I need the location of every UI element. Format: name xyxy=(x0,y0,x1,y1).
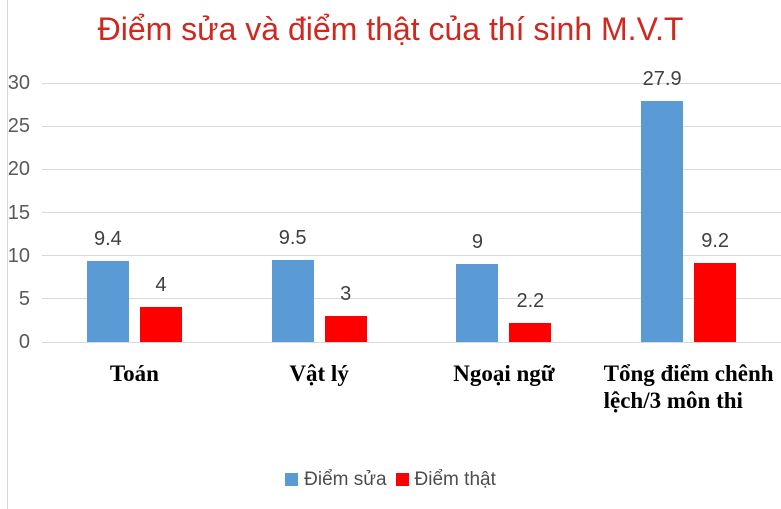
category-label: Ngoại ngữ xyxy=(412,360,597,387)
legend-swatch-icon xyxy=(395,473,409,486)
gridline xyxy=(42,212,781,213)
legend-item-diem-that: Điểm thật xyxy=(395,469,496,490)
legend-label: Điểm thật xyxy=(414,469,496,490)
gridline xyxy=(42,125,781,127)
legend-label: Điểm sửa xyxy=(304,469,387,490)
y-axis-tick-label: 0 xyxy=(18,331,30,353)
bar-group: 9 2.2 xyxy=(412,83,597,342)
bar-diem-sua: 9.5 xyxy=(271,228,314,342)
bar-diem-that: 9.2 xyxy=(694,231,737,342)
bar-diem-that: 3 xyxy=(324,284,367,342)
bar-diem-sua: 9.4 xyxy=(86,229,129,342)
legend-item-diem-sua: Điểm sửa xyxy=(285,469,387,490)
bar-diem-sua: 27.9 xyxy=(641,69,684,342)
category-label: Tổng điểm chênh lệch/3 môn thi xyxy=(596,360,781,414)
category-label-text: Tổng điểm chênh lệch/3 môn thi xyxy=(603,361,774,413)
bar-diem-that: 2.2 xyxy=(509,291,552,342)
category-label: Vật lý xyxy=(227,360,412,387)
bar-diem-sua: 9 xyxy=(456,232,499,342)
bar-group: 9.5 3 xyxy=(227,83,412,342)
y-axis-tick-label: 5 xyxy=(18,287,30,310)
bar-diem-that: 4 xyxy=(139,275,182,342)
category-label: Toán xyxy=(42,360,227,387)
y-axis-tick-label: 25 xyxy=(7,115,30,138)
gridline xyxy=(42,82,781,84)
legend-swatch-icon xyxy=(285,473,299,486)
bar-group: 9.4 4 xyxy=(42,83,227,342)
value-label: 4 xyxy=(155,274,167,297)
x-axis: Toán Vật lý Ngoại ngữ Tổng điểm chênh lệch/… xyxy=(42,360,781,420)
gridline xyxy=(42,168,781,170)
y-axis-tick-label: 15 xyxy=(7,201,30,224)
left-border-line xyxy=(7,0,8,509)
value-label: 3 xyxy=(340,283,352,306)
value-label: 9 xyxy=(471,231,483,254)
y-axis-tick-label: 20 xyxy=(7,158,30,181)
value-label: 9.5 xyxy=(278,226,307,249)
bar-group: 27.9 9.2 xyxy=(596,69,781,342)
category-label-text: Toán xyxy=(109,361,159,386)
y-axis: 0 5 10 15 20 25 30 xyxy=(0,73,36,352)
legend: Điểm sửa Điểm thật xyxy=(0,470,781,489)
value-label: 2.2 xyxy=(516,290,545,313)
chart-title: Điểm sửa và điểm thật của thí sinh M.V.T xyxy=(97,11,684,47)
gridline xyxy=(42,298,781,300)
category-label-text: Ngoại ngữ xyxy=(453,361,555,386)
gridline xyxy=(42,255,781,257)
y-axis-tick-label: 30 xyxy=(7,72,30,94)
value-label: 27.9 xyxy=(642,68,682,91)
value-label: 9.4 xyxy=(93,227,122,250)
plot-area: 9.4 4 9.5 3 9 2.2 27.9 9.2 xyxy=(42,69,781,343)
gridline xyxy=(42,341,781,343)
value-label: 9.2 xyxy=(701,229,730,252)
category-label-text: Vật lý xyxy=(289,361,349,386)
y-axis-tick-label: 10 xyxy=(7,244,30,267)
